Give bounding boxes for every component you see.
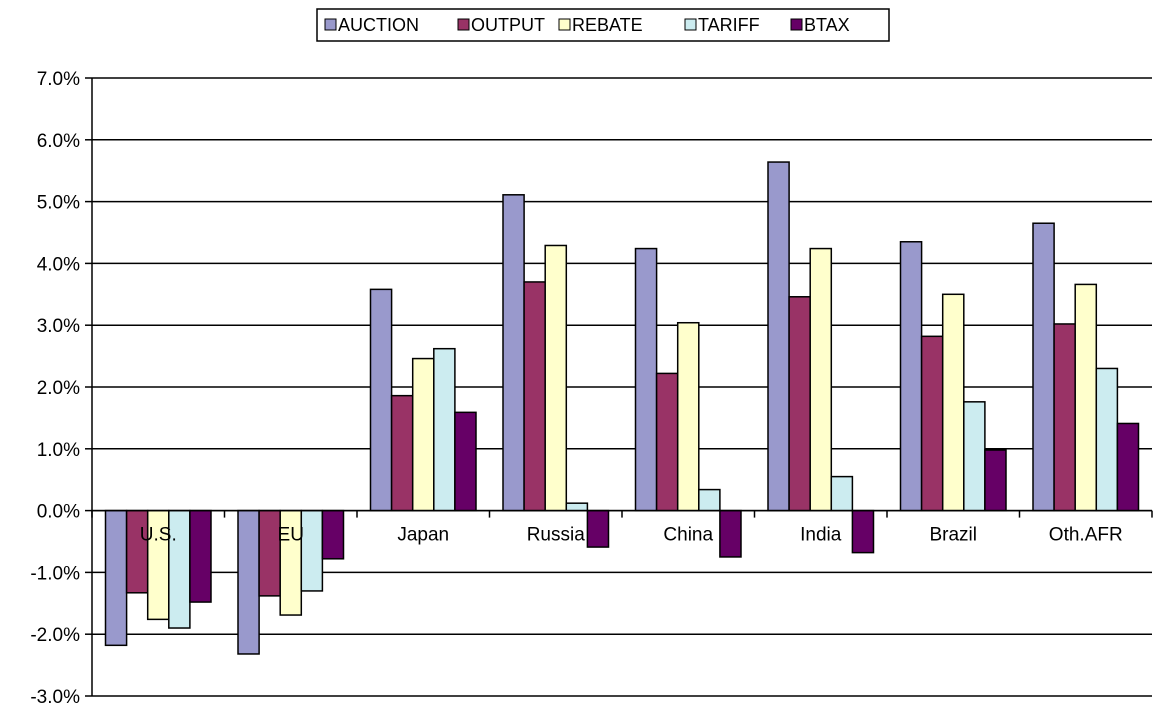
bar-output — [922, 336, 943, 510]
y-tick-label: 1.0% — [37, 440, 80, 461]
legend-swatch-rebate — [559, 19, 570, 30]
x-category-label: EU — [278, 525, 304, 546]
bar-output — [259, 511, 280, 596]
y-tick-label: 0.0% — [37, 502, 80, 523]
bar-output — [392, 396, 413, 511]
legend-swatch-auction — [325, 19, 336, 30]
bar-output — [524, 282, 545, 511]
bar-auction — [901, 242, 922, 511]
legend-swatch-btax — [791, 19, 802, 30]
bar-tariff — [566, 503, 587, 510]
bar-rebate — [1075, 284, 1096, 510]
y-tick-label: 5.0% — [37, 193, 80, 214]
x-category-label: India — [800, 525, 842, 546]
bar-btax — [455, 412, 476, 510]
legend-label-output: OUTPUT — [471, 15, 545, 35]
bar-tariff — [434, 349, 455, 511]
x-category-label: Brazil — [929, 525, 977, 546]
legend-label-auction: AUCTION — [338, 15, 419, 35]
bar-tariff — [831, 477, 852, 511]
x-category-label: Russia — [527, 525, 586, 546]
bar-btax — [720, 511, 741, 557]
bar-auction — [768, 162, 789, 511]
y-tick-label: -3.0% — [30, 687, 80, 708]
y-tick-label: -1.0% — [30, 563, 80, 584]
bar-tariff — [964, 402, 985, 511]
bar-rebate — [810, 249, 831, 511]
bar-btax — [322, 511, 343, 559]
bar-auction — [1033, 223, 1054, 510]
y-tick-label: 7.0% — [37, 69, 80, 90]
bar-auction — [238, 511, 259, 654]
bar-rebate — [545, 245, 566, 510]
bar-auction — [636, 249, 657, 511]
bar-btax — [190, 511, 211, 602]
bar-output — [1054, 324, 1075, 511]
x-category-label: Oth.AFR — [1049, 525, 1123, 546]
legend-swatch-tariff — [685, 19, 696, 30]
y-tick-label: 4.0% — [37, 254, 80, 275]
legend: AUCTION OUTPUT REBATE TARIFF BTAX — [317, 9, 889, 41]
y-tick-label: -2.0% — [30, 625, 80, 646]
y-tick-label: 6.0% — [37, 131, 80, 152]
legend-swatch-output — [458, 19, 469, 30]
bar-rebate — [943, 294, 964, 510]
legend-label-rebate: REBATE — [572, 15, 643, 35]
x-category-label: China — [663, 525, 713, 546]
bar-tariff — [301, 511, 322, 591]
bar-auction — [106, 511, 127, 646]
bar-rebate — [678, 323, 699, 511]
bar-auction — [371, 289, 392, 510]
bar-tariff — [699, 490, 720, 511]
bar-auction — [503, 195, 524, 511]
bar-btax — [852, 511, 873, 553]
x-category-label: U.S. — [140, 525, 177, 546]
bar-tariff — [1096, 368, 1117, 510]
bars — [106, 162, 1139, 654]
bar-rebate — [413, 359, 434, 511]
bar-output — [127, 511, 148, 593]
legend-label-btax: BTAX — [804, 15, 850, 35]
y-tick-label: 2.0% — [37, 378, 80, 399]
bar-btax — [587, 511, 608, 547]
bar-output — [657, 373, 678, 510]
y-tick-label: 3.0% — [37, 316, 80, 337]
bar-output — [789, 297, 810, 511]
bar-btax — [1117, 423, 1138, 510]
legend-label-tariff: TARIFF — [698, 15, 760, 35]
x-category-label: Japan — [397, 525, 449, 546]
bar-btax — [985, 450, 1006, 511]
